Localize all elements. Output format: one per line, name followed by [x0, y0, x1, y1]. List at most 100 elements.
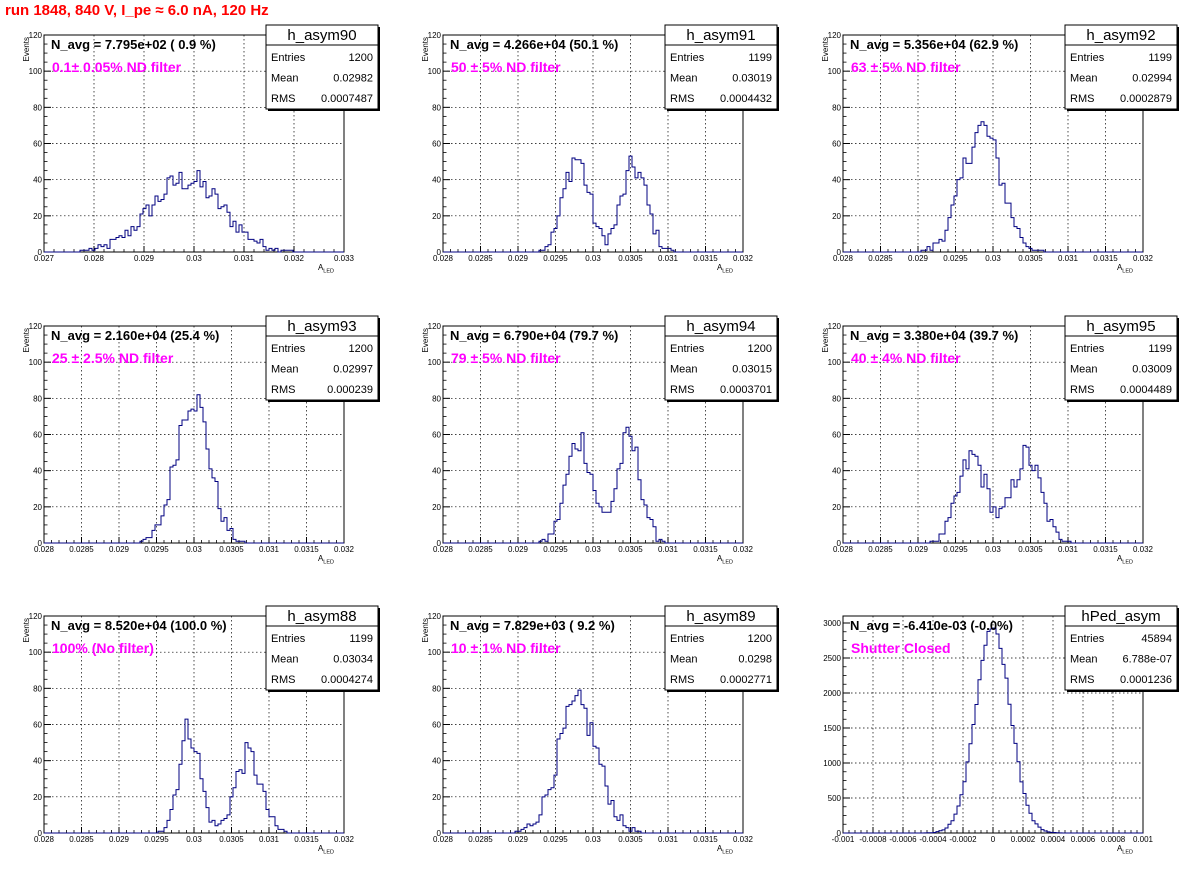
y-axis-title: Events: [421, 328, 430, 352]
y-tick-label: 60: [33, 431, 42, 440]
y-tick-label: 0: [837, 248, 842, 257]
stats-key: RMS: [670, 384, 694, 396]
x-tick-label: 0.0004: [1041, 835, 1066, 844]
x-tick-label: 0.0285: [468, 254, 493, 263]
y-axis-title: Events: [821, 328, 830, 352]
filter-annotation: 100% (No filter): [52, 640, 154, 656]
histogram-panel: 0.028 0.0285 0.029 0.0295 0.03 0.0305 0.031 0.0…: [22, 315, 380, 566]
x-tick-label: 0.0305: [1018, 254, 1043, 263]
stats-value: 0.02994: [1132, 73, 1172, 85]
stats-key: RMS: [670, 93, 694, 105]
x-tick-label: 0.028: [34, 835, 55, 844]
x-tick-label: 0.029: [508, 254, 529, 263]
x-tick-label: -0.0004: [919, 835, 947, 844]
y-tick-label: 60: [832, 431, 841, 440]
y-tick-label: 60: [832, 140, 841, 149]
x-tick-label: 0.0315: [1093, 545, 1118, 554]
y-tick-label: 120: [29, 31, 43, 40]
x-tick-label: 0.029: [908, 545, 929, 554]
stats-value: 6.788e-07: [1122, 654, 1172, 666]
stats-value: 0.03019: [732, 73, 772, 85]
y-tick-label: 80: [33, 394, 42, 403]
navg-label: N_avg = 3.380e+04 (39.7 %): [850, 328, 1018, 343]
y-tick-label: 60: [432, 721, 441, 730]
y-tick-label: 40: [33, 757, 42, 766]
filter-annotation: 40 ± 4% ND filter: [851, 350, 961, 366]
x-tick-label: 0.031: [1058, 254, 1079, 263]
x-tick-label: 0.031: [259, 545, 280, 554]
y-tick-label: 20: [33, 503, 42, 512]
stats-box: h_asym92 Entries 1199 Mean 0.02994 RMS 0.00028…: [1064, 24, 1179, 111]
histogram-name: hPed_asym: [1081, 608, 1160, 625]
x-tick-label: 0.0295: [943, 254, 968, 263]
x-tick-label: 0.031: [658, 254, 679, 263]
run-title: run 1848, 840 V, I_pe ≈ 6.0 nA, 120 Hz: [5, 2, 269, 19]
x-tick-label: 0.0285: [868, 254, 893, 263]
stats-box-frame: [1064, 605, 1178, 691]
y-tick-label: 40: [832, 176, 841, 185]
x-tick-label: -0.0008: [859, 835, 887, 844]
stats-key: Mean: [271, 73, 299, 85]
y-tick-label: 120: [828, 31, 842, 40]
y-tick-label: 120: [428, 322, 442, 331]
x-tick-label: 0.0002: [1011, 835, 1036, 844]
x-tick-label: 0.028: [833, 254, 854, 263]
x-tick-label: 0.0305: [618, 254, 643, 263]
x-tick-label: 0.03: [186, 254, 202, 263]
histogram-name: h_asym89: [686, 608, 755, 625]
y-axis-title: Events: [22, 37, 31, 61]
stats-key: Entries: [670, 343, 705, 355]
stats-value: 1199: [1148, 343, 1172, 355]
stats-value: 1200: [748, 633, 772, 645]
x-tick-label: 0.03: [985, 545, 1001, 554]
x-axis-title: ALED: [1117, 554, 1133, 566]
y-tick-label: 1500: [823, 724, 841, 733]
x-tick-label: -0.001: [832, 835, 855, 844]
histogram-panel: 0.027 0.028 0.029 0.03 0.031 0.032 0.033 0 20 40 6…: [22, 24, 380, 275]
stats-key: Entries: [271, 633, 306, 645]
x-tick-label: 0.029: [908, 254, 929, 263]
x-tick-label: 0.031: [234, 254, 255, 263]
y-tick-label: 80: [33, 103, 42, 112]
y-tick-label: 1000: [823, 759, 841, 768]
x-tick-label: 0.0295: [943, 545, 968, 554]
y-tick-label: 40: [432, 467, 441, 476]
navg-label: N_avg = 4.266e+04 (50.1 %): [450, 37, 618, 52]
y-tick-label: 80: [432, 684, 441, 693]
y-tick-label: 100: [29, 67, 43, 76]
stats-value: 0.0003701: [720, 384, 772, 396]
x-tick-label: 0.028: [433, 545, 454, 554]
x-tick-label: 0.0315: [693, 254, 718, 263]
y-tick-label: 0: [837, 829, 842, 838]
histogram-panel: 0.028 0.0285 0.029 0.0295 0.03 0.0305 0.031 0.0…: [22, 605, 380, 856]
y-tick-label: 100: [29, 358, 43, 367]
x-tick-label: 0.032: [733, 835, 754, 844]
stats-value: 1199: [349, 633, 373, 645]
stats-key: Mean: [670, 364, 698, 376]
y-axis-title: Events: [22, 328, 31, 352]
y-tick-label: 0: [837, 539, 842, 548]
y-tick-label: 3000: [823, 619, 841, 628]
x-axis-title: ALED: [318, 554, 334, 566]
stats-key: Mean: [271, 654, 299, 666]
navg-label: N_avg = 2.160e+04 (25.4 %): [51, 328, 219, 343]
x-tick-label: 0.032: [1133, 254, 1154, 263]
x-tick-label: 0.031: [658, 835, 679, 844]
y-tick-label: 120: [29, 322, 43, 331]
y-tick-label: 80: [432, 103, 441, 112]
y-tick-label: 20: [432, 503, 441, 512]
stats-key: Entries: [271, 52, 306, 64]
y-tick-label: 60: [432, 431, 441, 440]
histogram-name: h_asym94: [686, 318, 755, 335]
y-tick-label: 40: [432, 176, 441, 185]
y-tick-label: 0: [437, 829, 442, 838]
x-tick-label: 0.03: [985, 254, 1001, 263]
x-tick-label: 0.028: [433, 254, 454, 263]
y-tick-label: 60: [33, 721, 42, 730]
x-tick-label: 0.0315: [294, 545, 319, 554]
stats-value: 0.0298: [738, 654, 772, 666]
stats-key: RMS: [670, 674, 694, 686]
stats-box-frame: [265, 315, 379, 401]
y-tick-label: 20: [33, 212, 42, 221]
x-tick-label: -0.0006: [889, 835, 917, 844]
